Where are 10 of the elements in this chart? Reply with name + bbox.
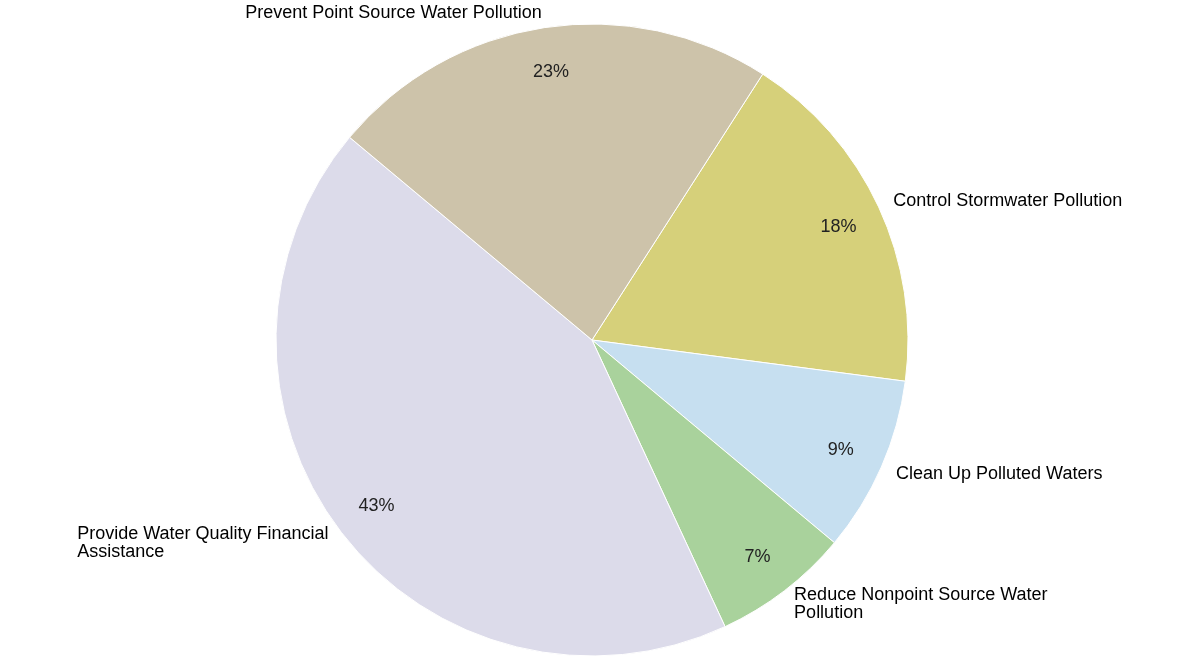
data-label: 18% bbox=[820, 215, 857, 236]
slice-label: Control Stormwater Pollution bbox=[893, 190, 1123, 211]
data-label: 43% bbox=[358, 495, 395, 516]
data-label: 7% bbox=[744, 545, 771, 566]
slice-label: Reduce Nonpoint Source Water Pollution bbox=[794, 584, 1048, 623]
data-label: 23% bbox=[532, 61, 569, 82]
slice-label: Prevent Point Source Water Pollution bbox=[245, 2, 542, 22]
slice-label: Clean Up Polluted Waters bbox=[896, 463, 1103, 484]
data-label: 9% bbox=[827, 439, 854, 460]
slice-label: Provide Water Quality Financial Assistance bbox=[77, 523, 329, 562]
